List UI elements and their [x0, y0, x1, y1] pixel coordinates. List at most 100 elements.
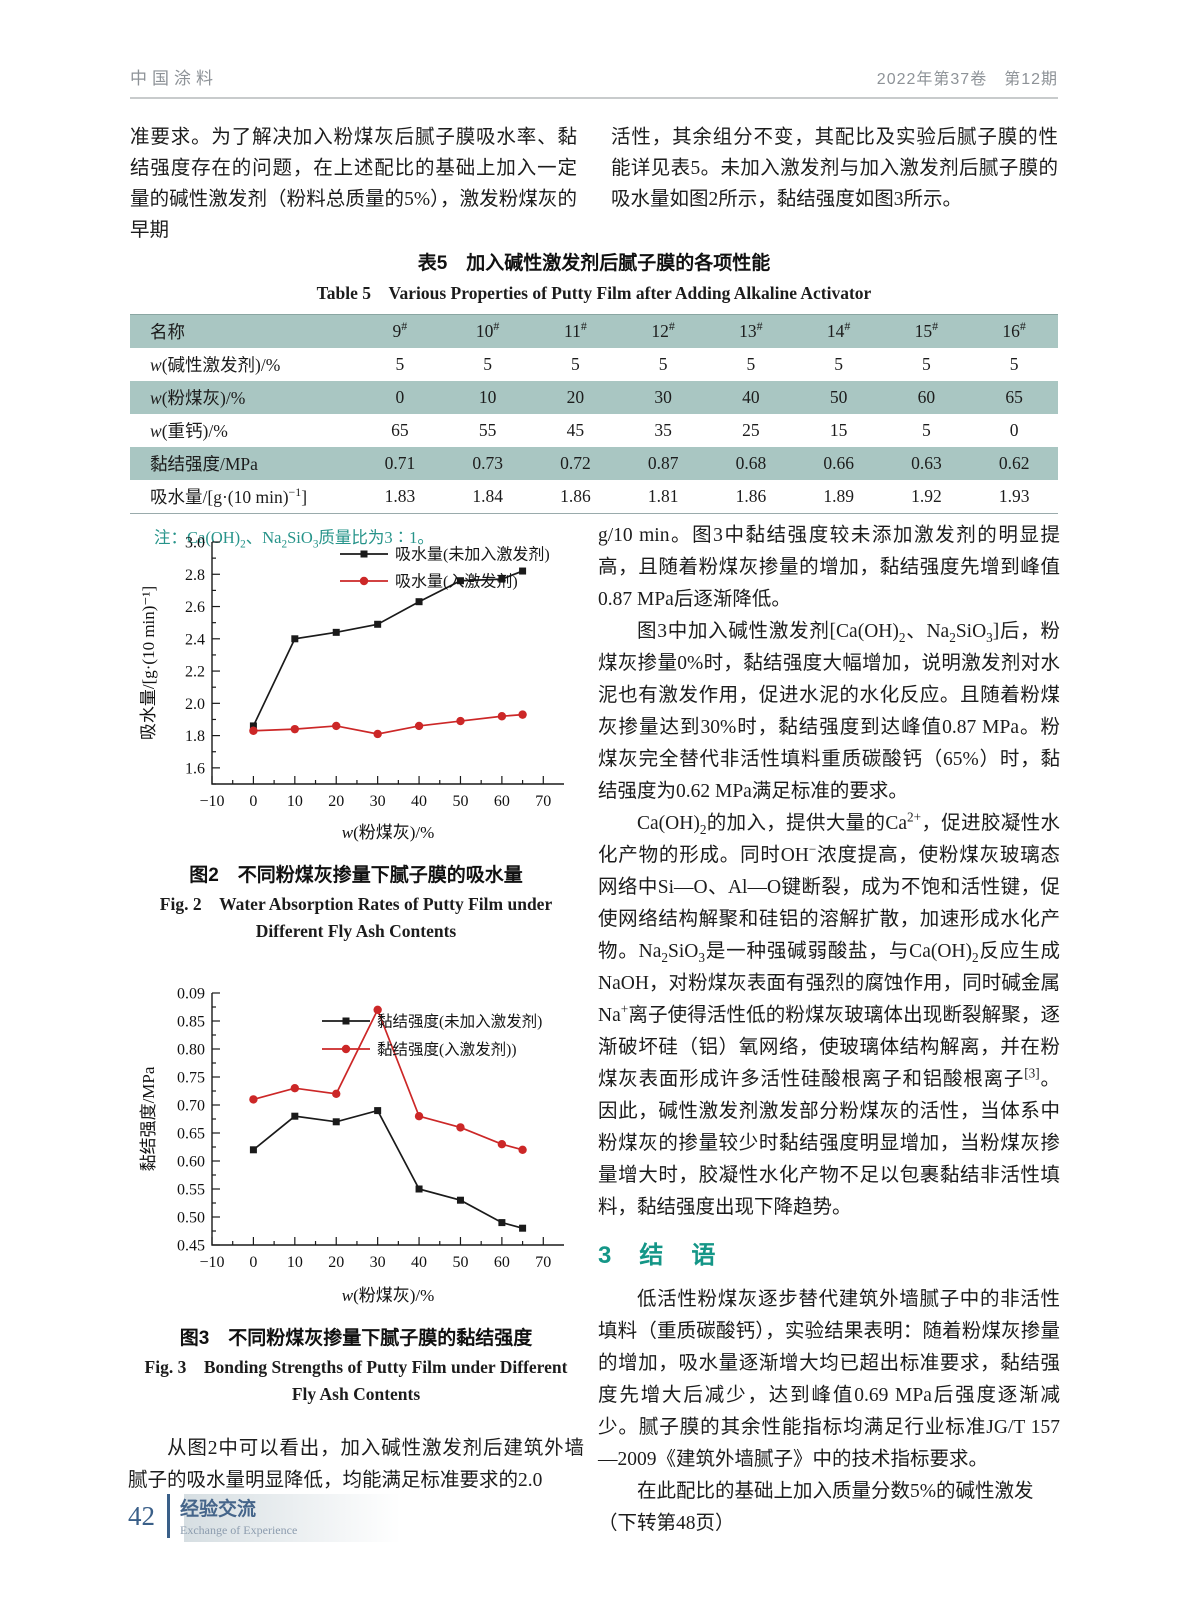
- y-tick-label: 2.2: [185, 664, 205, 681]
- figure2-caption-en: Fig. 2 Water Absorption Rates of Putty F…: [159, 894, 553, 942]
- table-cell: 1.89: [823, 486, 854, 506]
- table-cell: 5: [483, 354, 492, 374]
- paragraph: 在此配比的基础上加入质量分数5%的碱性激发: [637, 1481, 1034, 1502]
- figure-gap: [128, 945, 584, 969]
- column-header: 16#: [1002, 319, 1026, 341]
- table-row: w(碱性激发剂)/% 5 5 5 5 5 5 5 5: [130, 348, 1058, 381]
- y-tick-label: 0.65: [177, 1126, 205, 1143]
- x-tick-label: 70: [535, 793, 551, 810]
- table-cell: 0.63: [911, 453, 942, 473]
- circle-marker: [290, 1084, 300, 1093]
- table-cell: 1.83: [384, 486, 416, 506]
- series-line: [253, 713, 523, 735]
- table-cell: 5: [571, 354, 580, 374]
- table-cell: 25: [742, 420, 760, 440]
- table-cell: 55: [478, 420, 497, 440]
- square-marker: [291, 635, 299, 643]
- paragraph: g/10 min。图3中黏结强度较未添加激发剂的明显提高，且随着粉煤灰掺量的增加…: [598, 525, 1060, 610]
- y-tick-label: 0.50: [177, 1210, 205, 1227]
- figure3-caption-en: Fig. 3 Bonding Strengths of Putty Film u…: [144, 1357, 568, 1405]
- table-cell: 5: [658, 354, 668, 374]
- square-marker: [456, 577, 464, 585]
- paragraph: 图3中加入碱性激发剂[Ca(OH)2、Na2SiO3]后，粉煤灰掺量0%时，黏结…: [598, 621, 1060, 802]
- circle-marker: [290, 724, 300, 734]
- table-cell: 20: [566, 387, 585, 407]
- table-cell: 40: [742, 387, 760, 407]
- section-heading-conclusion: 3 结 语: [598, 1242, 718, 1269]
- circle-marker: [414, 1112, 424, 1121]
- legend-label: 吸水量(入激发剂): [395, 573, 518, 591]
- x-tick-label: 10: [287, 1254, 303, 1271]
- table-row: 吸水量/[g·(10 min)−1] 1.83 1.84 1.86 1.81 1.86 1.…: [130, 480, 1058, 514]
- square-marker: [415, 1185, 423, 1193]
- x-tick-label: 30: [370, 1254, 386, 1271]
- table-cell: 65: [1005, 387, 1023, 407]
- table5-block: 表5 加入碱性激发剂后腻子膜的各项性能 Table 5 Various Prop…: [130, 248, 1058, 550]
- x-axis-title: w(粉煤灰)/%: [342, 1286, 435, 1305]
- x-tick-label: 50: [452, 793, 468, 810]
- table-cell: 60: [917, 387, 936, 407]
- square-marker: [249, 1146, 257, 1154]
- square-marker: [332, 1118, 340, 1126]
- circle-marker: [456, 716, 465, 726]
- table-row: w(重钙)/% 65 55 45 35 25 15 5 0: [130, 414, 1058, 447]
- table-cell: 1.81: [647, 486, 679, 506]
- square-marker: [519, 1224, 527, 1232]
- footer-gradient-band: [184, 1494, 439, 1542]
- y-tick-label: 1.6: [185, 760, 205, 777]
- circle-marker: [249, 1095, 258, 1104]
- legend-label: 黏结强度(入激发剂)): [377, 1041, 517, 1059]
- column-header: 9#: [392, 319, 408, 341]
- column-header: 10#: [475, 319, 500, 341]
- x-tick-label: 60: [494, 793, 510, 810]
- footer-section-cn: 经验交流: [180, 1499, 257, 1520]
- legend-circle-marker: [341, 1045, 351, 1054]
- x-axis-title: w(粉煤灰)/%: [342, 823, 435, 842]
- table-cell: 0.62: [998, 453, 1030, 473]
- table-cell: 5: [746, 354, 756, 374]
- page-footer: 42 经验交流 Exchange of Experience: [128, 1494, 628, 1542]
- square-marker: [519, 567, 527, 575]
- left-closing-paragraph: 从图2中可以看出，加入碱性激发剂后建筑外墙腻子的吸水量明显降低，均能满足标准要求…: [128, 1437, 584, 1491]
- table5-title-en: Table 5 Various Properties of Putty Film…: [316, 283, 872, 303]
- x-tick-label: 20: [328, 1254, 344, 1271]
- paragraph: Ca(OH)2的加入，提供大量的Ca2+，促进胶凝性水化产物的形成。同时OH−浓…: [598, 809, 1060, 1218]
- issue-info: 2022年第37卷 第12期: [876, 71, 1058, 88]
- table-cell: 65: [391, 420, 409, 440]
- table-cell: 5: [1009, 354, 1019, 374]
- y-tick-label: 0.09: [177, 986, 205, 1003]
- y-tick-label: 0.45: [177, 1238, 205, 1255]
- table-body: w(碱性激发剂)/% 5 5 5 5 5 5 5 5 w(粉煤灰)/% 0 10 20 30 40 50 60 6…: [130, 348, 1058, 514]
- table-cell: 5: [395, 354, 405, 374]
- x-tick-label: −10: [199, 1254, 224, 1271]
- series-line: [252, 570, 523, 727]
- turn-page-note: （下转第48页）: [598, 1513, 735, 1534]
- circle-marker: [456, 1123, 465, 1132]
- table-cell: 1.86: [560, 486, 591, 506]
- column-header: 14#: [826, 319, 851, 341]
- x-tick-label: 40: [411, 793, 427, 810]
- intro-left-paragraph: 准要求。为了解决加入粉煤灰后腻子膜吸水率、黏结强度存在的问题，在上述配比的基础上…: [130, 127, 577, 241]
- footer-section-en: Exchange of Experience: [180, 1523, 298, 1537]
- y-tick-label: 0.85: [177, 1014, 205, 1031]
- y-tick-label: 2.4: [185, 631, 205, 648]
- y-axis-title: 黏结强度/MPa: [139, 1066, 158, 1171]
- column-header: 15#: [914, 319, 939, 341]
- table-cell: 5: [922, 354, 931, 374]
- square-marker: [374, 1107, 382, 1115]
- x-tick-label: 0: [249, 1254, 257, 1271]
- square-marker: [415, 598, 423, 606]
- y-tick-label: 0.80: [177, 1042, 205, 1059]
- circle-marker: [497, 1140, 507, 1149]
- footer-divider-bar: [167, 1494, 170, 1538]
- figure3-chart: 0.45 0.50 0.55 0.60 0.65 0.70 0.75 0.80 0.85 0.09…: [139, 986, 564, 1305]
- left-column: 1.6 1.8 2.0 2.2 2.4 2.6 2.8 3.0 −10 0 10 20 30 40 50 60…: [128, 516, 584, 1497]
- legend-label: 黏结强度(未加入激发剂): [377, 1013, 542, 1031]
- column-header: 12#: [651, 319, 675, 341]
- table-cell: 0.68: [735, 453, 767, 473]
- square-marker: [249, 722, 257, 730]
- table-header-row: 名称 9# 10# 11# 12# 13# 14# 15# 16#: [130, 314, 1058, 348]
- y-tick-label: 0.55: [177, 1182, 205, 1199]
- legend-square-marker: [342, 1017, 350, 1025]
- column-header: 名称: [150, 322, 185, 342]
